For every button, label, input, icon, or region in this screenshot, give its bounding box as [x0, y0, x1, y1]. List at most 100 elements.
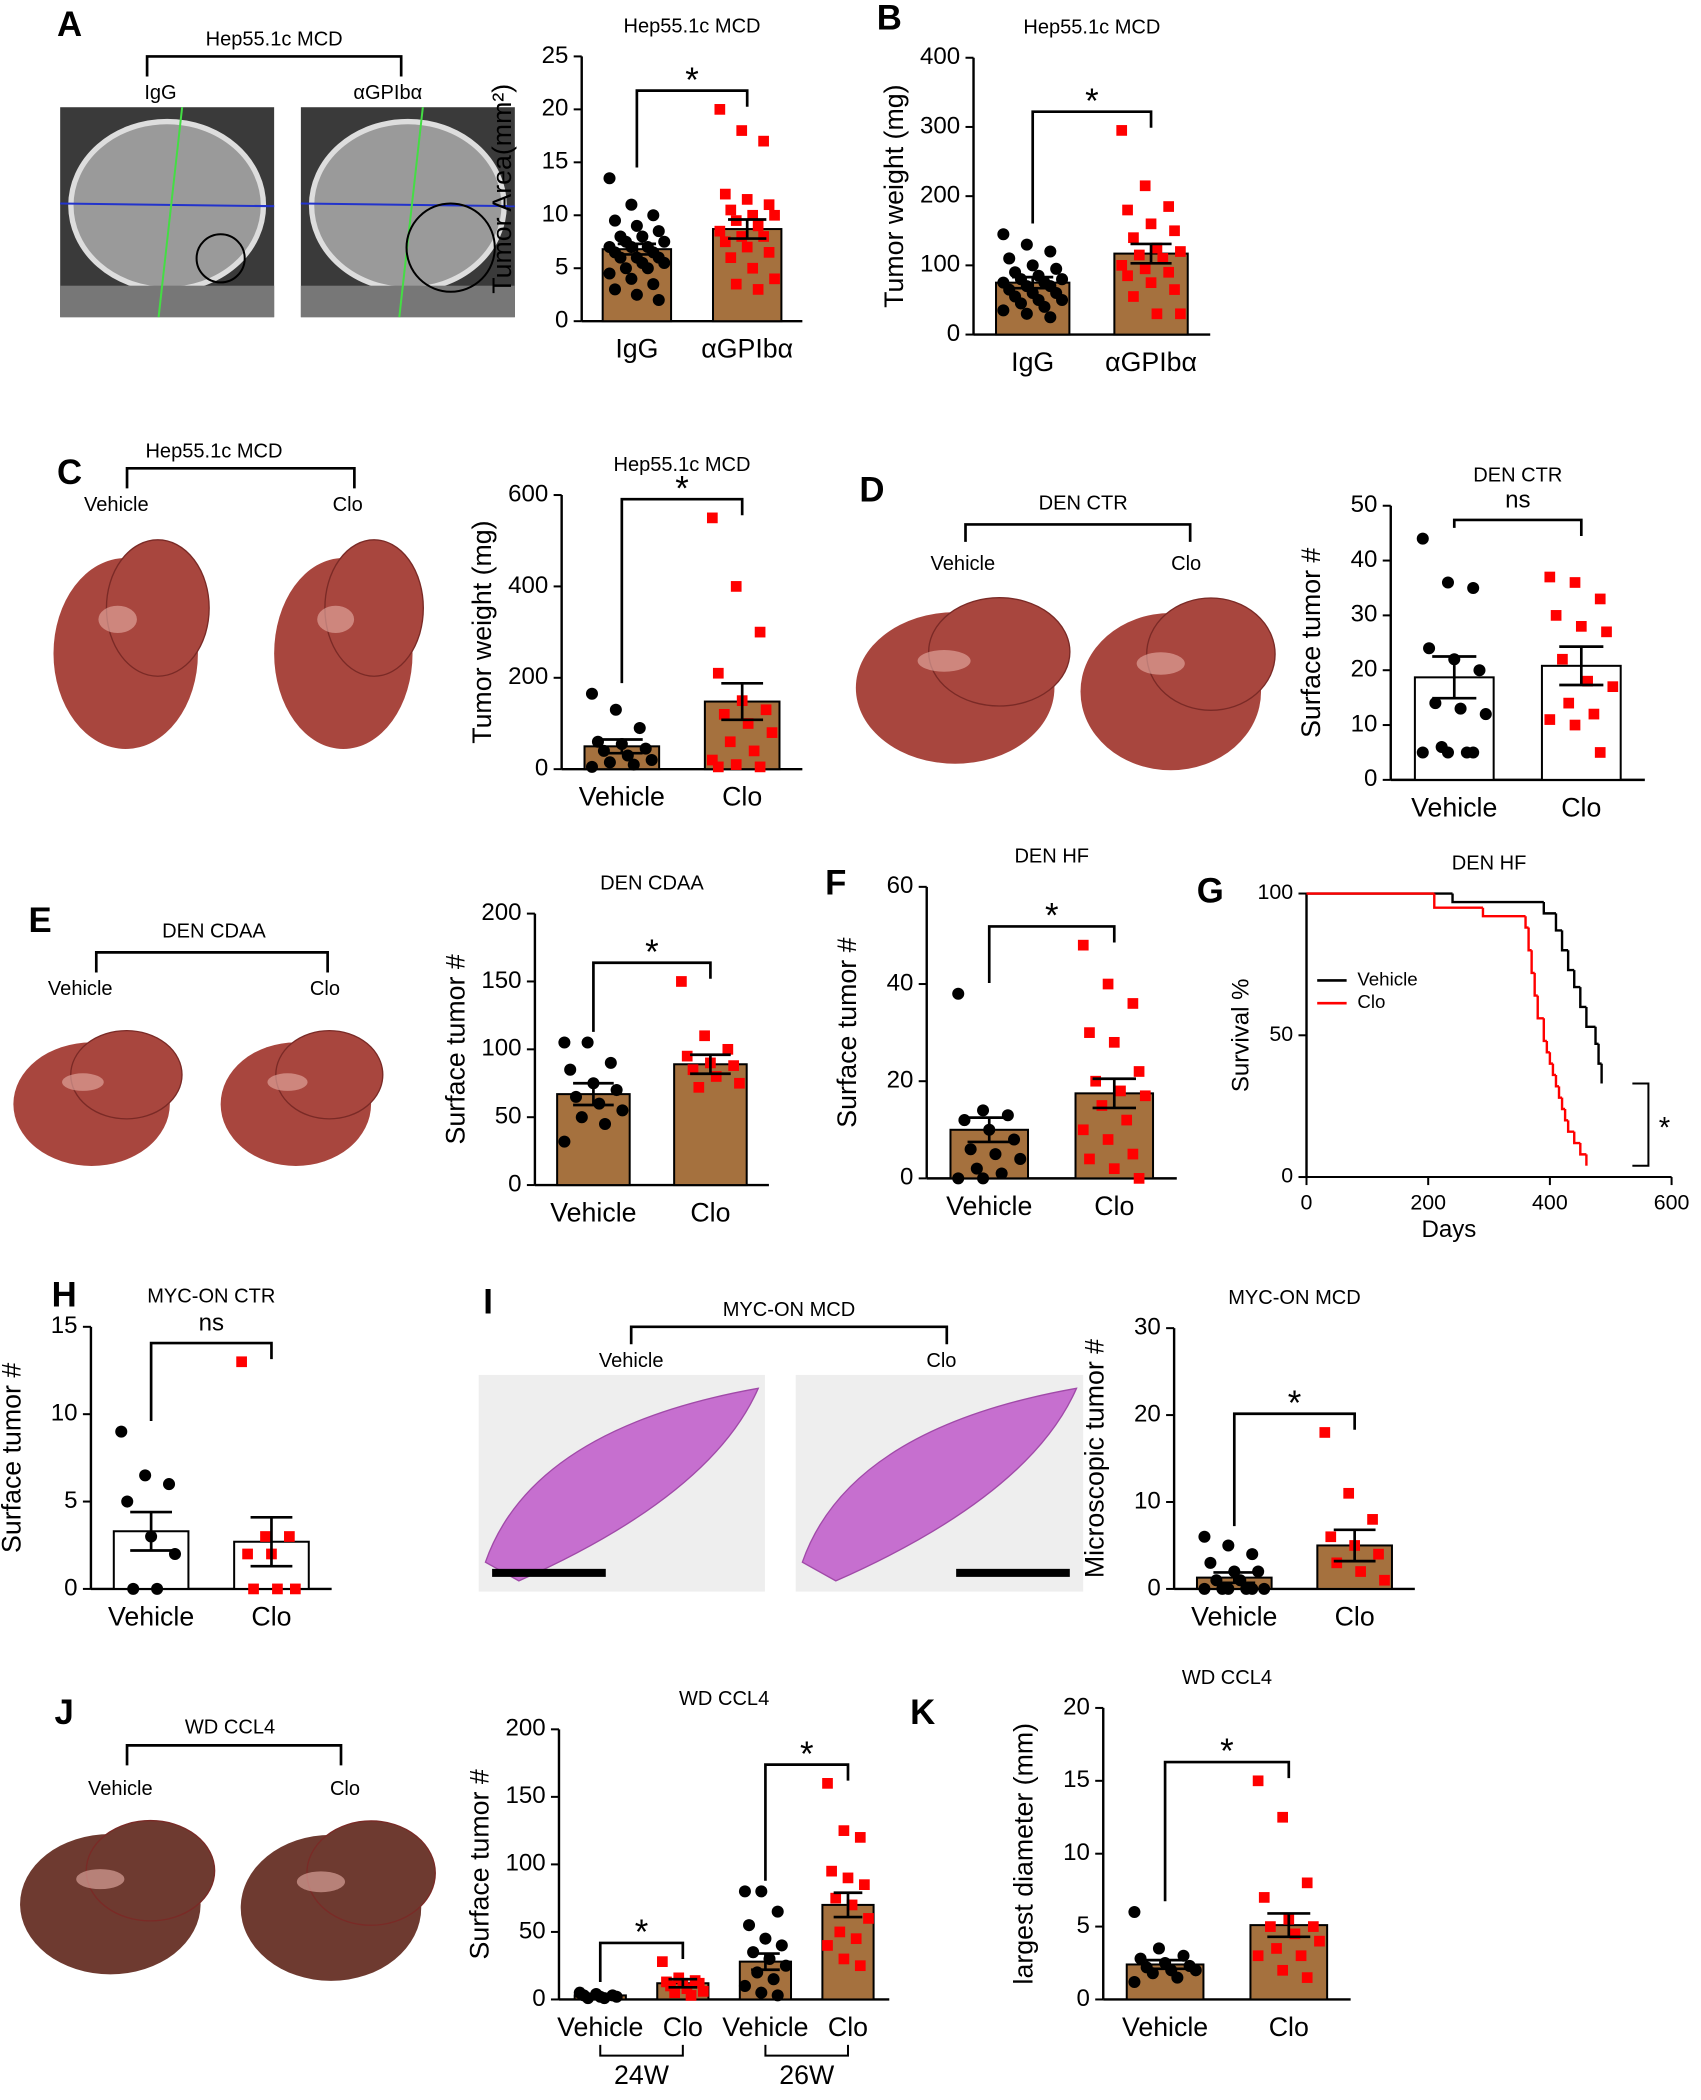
panel-letter: I — [483, 1283, 493, 1321]
y-tick-label: 50 — [1269, 1022, 1293, 1046]
data-point — [1198, 1582, 1211, 1595]
data-point — [952, 987, 965, 1000]
data-point — [719, 188, 731, 200]
y-tick-label: 15 — [51, 1312, 78, 1339]
data-point — [272, 1583, 283, 1595]
survival-step — [1551, 1063, 1556, 1077]
x-tick-label: 400 — [1532, 1190, 1568, 1214]
data-point — [771, 1905, 784, 1918]
data-point — [859, 1879, 870, 1891]
data-point — [767, 1973, 780, 1986]
image-title: DEN CDAA — [162, 921, 266, 943]
data-point — [710, 1071, 722, 1082]
error-bar — [573, 1081, 614, 1107]
chart-title: DEN HF — [1452, 852, 1527, 874]
significance-label: * — [635, 1914, 649, 1952]
image-label: Vehicle — [931, 553, 996, 575]
liver-highlight — [1136, 652, 1185, 675]
data-point — [970, 1162, 983, 1175]
data-point — [1020, 307, 1033, 320]
data-point — [730, 581, 742, 592]
data-point — [1102, 978, 1114, 990]
data-point — [730, 278, 742, 290]
data-point — [1056, 293, 1069, 306]
error-bar — [617, 242, 657, 256]
data-point — [1289, 1928, 1301, 1940]
error-bar — [833, 1891, 863, 1919]
error-bar — [1213, 1571, 1256, 1585]
data-point — [842, 1872, 854, 1884]
data-point — [115, 1425, 128, 1438]
data-point — [714, 225, 726, 237]
liver-lobe — [1146, 597, 1276, 712]
data-point — [725, 204, 737, 216]
survival-step — [1557, 1086, 1563, 1099]
y-tick-label: 20 — [887, 1067, 914, 1094]
error-bar — [1143, 1958, 1187, 1971]
image-label: Clo — [310, 978, 340, 1000]
data-point — [760, 704, 772, 716]
data-point — [752, 284, 764, 295]
data-point — [1319, 1427, 1331, 1438]
data-point — [958, 1114, 971, 1127]
data-point — [822, 1778, 833, 1789]
data-point — [1133, 249, 1145, 261]
image-bracket — [629, 1325, 949, 1345]
image-bracket — [94, 951, 329, 973]
data-point — [647, 278, 660, 291]
data-point — [1128, 232, 1139, 244]
data-point — [1569, 719, 1581, 731]
data-point — [633, 722, 646, 735]
y-tick-label: 0 — [532, 1985, 545, 2012]
data-point — [1084, 1153, 1095, 1165]
panel-letter: K — [910, 1694, 935, 1732]
x-tick-label: Vehicle — [722, 2012, 808, 2042]
data-point — [1467, 581, 1480, 594]
data-point — [1265, 1921, 1276, 1932]
panel-letter: G — [1197, 873, 1224, 911]
data-point — [641, 262, 654, 275]
data-point — [763, 246, 775, 258]
chart-title: WD CCL4 — [1182, 1667, 1272, 1689]
data-point — [826, 1865, 837, 1877]
error-bar — [1267, 1912, 1311, 1939]
data-point — [673, 1972, 685, 1984]
survival-step — [1481, 907, 1526, 918]
significance-label: ns — [199, 1310, 224, 1337]
significance-bracket — [149, 1341, 273, 1421]
data-point — [647, 209, 660, 222]
chart-title: DEN CTR — [1473, 465, 1562, 487]
data-point — [1077, 939, 1089, 951]
data-point — [1367, 1514, 1378, 1525]
y-axis-label: Tumor weight (mg) — [467, 520, 497, 743]
significance-label: * — [1659, 1112, 1670, 1145]
y-tick-label: 30 — [1351, 601, 1378, 628]
y-tick-label: 400 — [920, 43, 960, 70]
data-point — [575, 1111, 588, 1124]
y-tick-label: 150 — [505, 1782, 545, 1809]
legend-label: Vehicle — [1357, 968, 1417, 989]
data-point — [779, 1959, 792, 1972]
y-tick-label: 10 — [542, 201, 569, 228]
data-point — [747, 1946, 760, 1959]
data-point — [830, 1892, 842, 1904]
x-tick-label: αGPIbα — [701, 334, 793, 364]
data-point — [593, 1097, 606, 1110]
x-tick-label: Clo — [828, 2012, 868, 2042]
data-point — [1588, 708, 1600, 720]
y-tick-label: 5 — [1076, 1912, 1089, 1939]
data-point — [630, 288, 643, 301]
panel-letter: A — [57, 6, 82, 44]
data-point — [652, 225, 665, 238]
significance-bracket — [1031, 110, 1153, 224]
data-point — [1050, 262, 1063, 275]
data-point — [1550, 610, 1562, 621]
legend-label: Clo — [1357, 991, 1385, 1012]
data-point — [766, 727, 778, 738]
panel-letter: H — [52, 1277, 77, 1315]
tumor-circle — [405, 202, 496, 293]
data-point — [854, 1832, 866, 1843]
y-tick-label: 300 — [920, 112, 960, 139]
y-tick-label: 200 — [508, 663, 548, 690]
x-tick-label: Vehicle — [108, 1601, 194, 1631]
